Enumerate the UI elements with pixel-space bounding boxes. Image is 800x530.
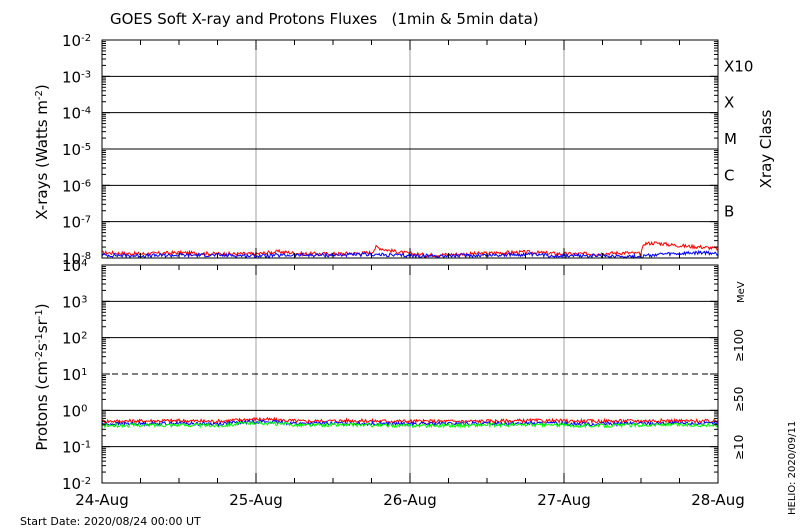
y-tick-label: 101 bbox=[62, 366, 87, 384]
xray-class-label: B bbox=[724, 203, 734, 221]
xray-class-label: C bbox=[724, 166, 734, 184]
energy-unit-label: MeV bbox=[736, 281, 747, 303]
y-tick-label: 10-4 bbox=[62, 105, 91, 123]
xray-class-label: X10 bbox=[724, 57, 753, 75]
x-tick-label: 28-Aug bbox=[691, 491, 744, 509]
y-tick-label: 10-5 bbox=[62, 141, 91, 159]
y-tick-label: 103 bbox=[62, 293, 87, 311]
x-tick-label: 25-Aug bbox=[229, 491, 282, 509]
start-date: Start Date: 2020/08/24 00:00 UT bbox=[20, 515, 201, 528]
xray-class-title: Xray Class bbox=[757, 109, 775, 188]
x-rays-y-axis-label: X-rays (Watts m-2) bbox=[33, 84, 51, 219]
y-tick-label: 10-3 bbox=[62, 68, 91, 86]
y-tick-label: 100 bbox=[62, 402, 87, 420]
green-series-line bbox=[101, 420, 719, 429]
energy-threshold-label: ≥10 bbox=[732, 435, 746, 460]
y-tick-label: 104 bbox=[62, 257, 87, 275]
x-tick-label: 27-Aug bbox=[537, 491, 590, 509]
y-tick-label: 10-8 bbox=[62, 250, 91, 268]
chart-title: GOES Soft X-ray and Protons Fluxes (1min… bbox=[110, 10, 539, 28]
protons-panel: 10-2 10-1 100 101 102 103 104 Protons (cm-2s-1s… bbox=[33, 257, 747, 493]
y-tick-label: 10-1 bbox=[62, 439, 91, 457]
energy-threshold-label: ≥100 bbox=[732, 329, 746, 362]
credit-label: HELIO: 2020/09/11 bbox=[787, 421, 798, 515]
x-tick-label: 26-Aug bbox=[383, 491, 436, 509]
y-tick-label: 10-2 bbox=[62, 32, 91, 50]
x-rays-panel: 10-8 10-7 10-6 10-5 10-4 10-3 10-2 X-rays (Watt… bbox=[33, 32, 775, 268]
protons-y-axis-label: Protons (cm-2s-1sr-1) bbox=[33, 303, 51, 450]
y-tick-label: 102 bbox=[62, 330, 87, 348]
y-tick-label: 10-6 bbox=[62, 177, 91, 195]
xray-class-label: X bbox=[724, 94, 734, 112]
energy-threshold-label: ≥50 bbox=[732, 387, 746, 412]
y-tick-label: 10-2 bbox=[62, 475, 91, 493]
xray-class-label: M bbox=[724, 130, 737, 148]
red-series-line bbox=[101, 416, 718, 425]
y-tick-label: 10-7 bbox=[62, 214, 91, 232]
x-tick-label: 24-Aug bbox=[75, 491, 128, 509]
